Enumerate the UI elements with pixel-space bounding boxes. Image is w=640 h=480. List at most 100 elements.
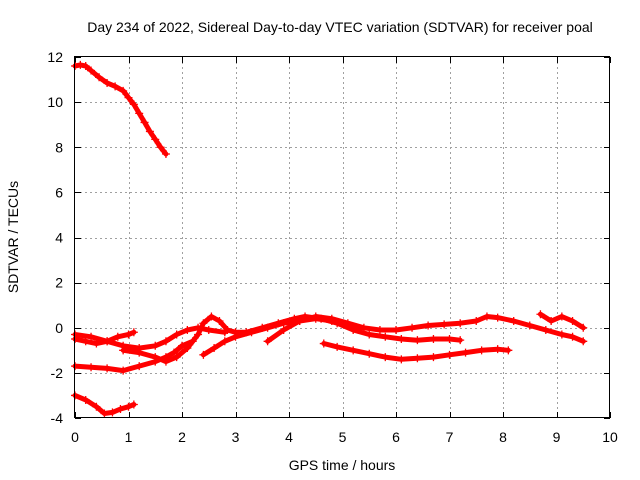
data-point [169, 348, 178, 357]
data-point [557, 312, 566, 321]
data-point [359, 323, 368, 332]
data-point [116, 404, 125, 413]
data-point [95, 73, 104, 82]
data-point [429, 353, 438, 362]
data-point [472, 316, 481, 325]
data-point [156, 143, 165, 152]
data-point [279, 319, 288, 328]
data-point [445, 335, 454, 344]
data-point [568, 332, 577, 341]
data-point [135, 362, 144, 371]
data-point [103, 337, 112, 346]
data-point [381, 353, 390, 362]
x-tick-label: 0 [71, 429, 79, 445]
data-point [207, 312, 216, 321]
data-point [456, 319, 465, 328]
data-point [365, 349, 374, 358]
series-trace [265, 314, 586, 344]
data-point [151, 353, 160, 362]
x-tick-label: 3 [232, 429, 240, 445]
data-point [124, 330, 133, 339]
series-arc-1 [71, 60, 170, 159]
x-tick-label: 7 [446, 429, 454, 445]
data-point [161, 337, 170, 346]
data-point [199, 350, 208, 359]
series-trace [72, 62, 169, 157]
data-point [204, 326, 213, 335]
data-point [295, 316, 304, 325]
data-point [161, 150, 170, 159]
data-point [247, 328, 256, 337]
data-point [263, 337, 272, 346]
data-point [568, 316, 577, 325]
data-point [76, 60, 85, 69]
grid [75, 57, 610, 418]
y-tick-label: 2 [55, 275, 63, 291]
data-point [413, 354, 422, 363]
data-point [525, 321, 534, 330]
data-point [547, 316, 556, 325]
x-tick-label: 1 [125, 429, 133, 445]
series-arc-2 [71, 391, 138, 418]
data-point [108, 408, 117, 417]
data-point [129, 328, 138, 337]
data-point [381, 332, 390, 341]
data-point [81, 337, 90, 346]
data-point [119, 366, 128, 375]
y-tick-label: 4 [55, 230, 63, 246]
y-tick-label: 0 [55, 320, 63, 336]
data-point [161, 357, 170, 366]
data-point [375, 326, 384, 335]
data-point [509, 316, 518, 325]
x-tick-label: 4 [285, 429, 293, 445]
x-tick-label: 6 [392, 429, 400, 445]
data-point [124, 93, 133, 102]
data-series [71, 60, 588, 418]
y-tick-label: 12 [47, 49, 63, 65]
data-point [119, 86, 128, 95]
data-point [343, 319, 352, 328]
data-point [87, 363, 96, 372]
data-point [172, 353, 181, 362]
data-point [183, 326, 192, 335]
data-point [263, 323, 272, 332]
data-point [135, 109, 144, 118]
series-trace [200, 316, 362, 358]
data-point [103, 364, 112, 373]
y-tick-label: 10 [47, 94, 63, 110]
series-arc-8 [263, 312, 588, 346]
y-tick-label: 8 [55, 139, 63, 155]
data-point [413, 336, 422, 345]
plot-frame [74, 56, 610, 418]
data-point [279, 326, 288, 335]
data-point [536, 310, 545, 319]
data-point [408, 323, 417, 332]
data-point [129, 100, 138, 109]
y-tick-label: 6 [55, 184, 63, 200]
data-point [493, 313, 502, 322]
data-point [87, 66, 96, 75]
x-tick-label: 5 [339, 429, 347, 445]
data-point [579, 323, 588, 332]
data-point [493, 345, 502, 354]
data-point [124, 402, 133, 411]
data-point [429, 335, 438, 344]
data-point [194, 330, 203, 339]
data-point [456, 336, 465, 345]
data-point [397, 335, 406, 344]
data-point [140, 118, 149, 127]
data-point [135, 348, 144, 357]
data-point [397, 355, 406, 364]
data-point [92, 402, 101, 411]
data-point [541, 326, 550, 335]
data-point [440, 320, 449, 329]
x-tick-label: 10 [602, 429, 618, 445]
series-arc-10 [536, 310, 588, 332]
data-point [210, 344, 219, 353]
data-point [103, 78, 112, 87]
x-tick-label: 9 [553, 429, 561, 445]
data-point [119, 346, 128, 355]
data-point [87, 332, 96, 341]
